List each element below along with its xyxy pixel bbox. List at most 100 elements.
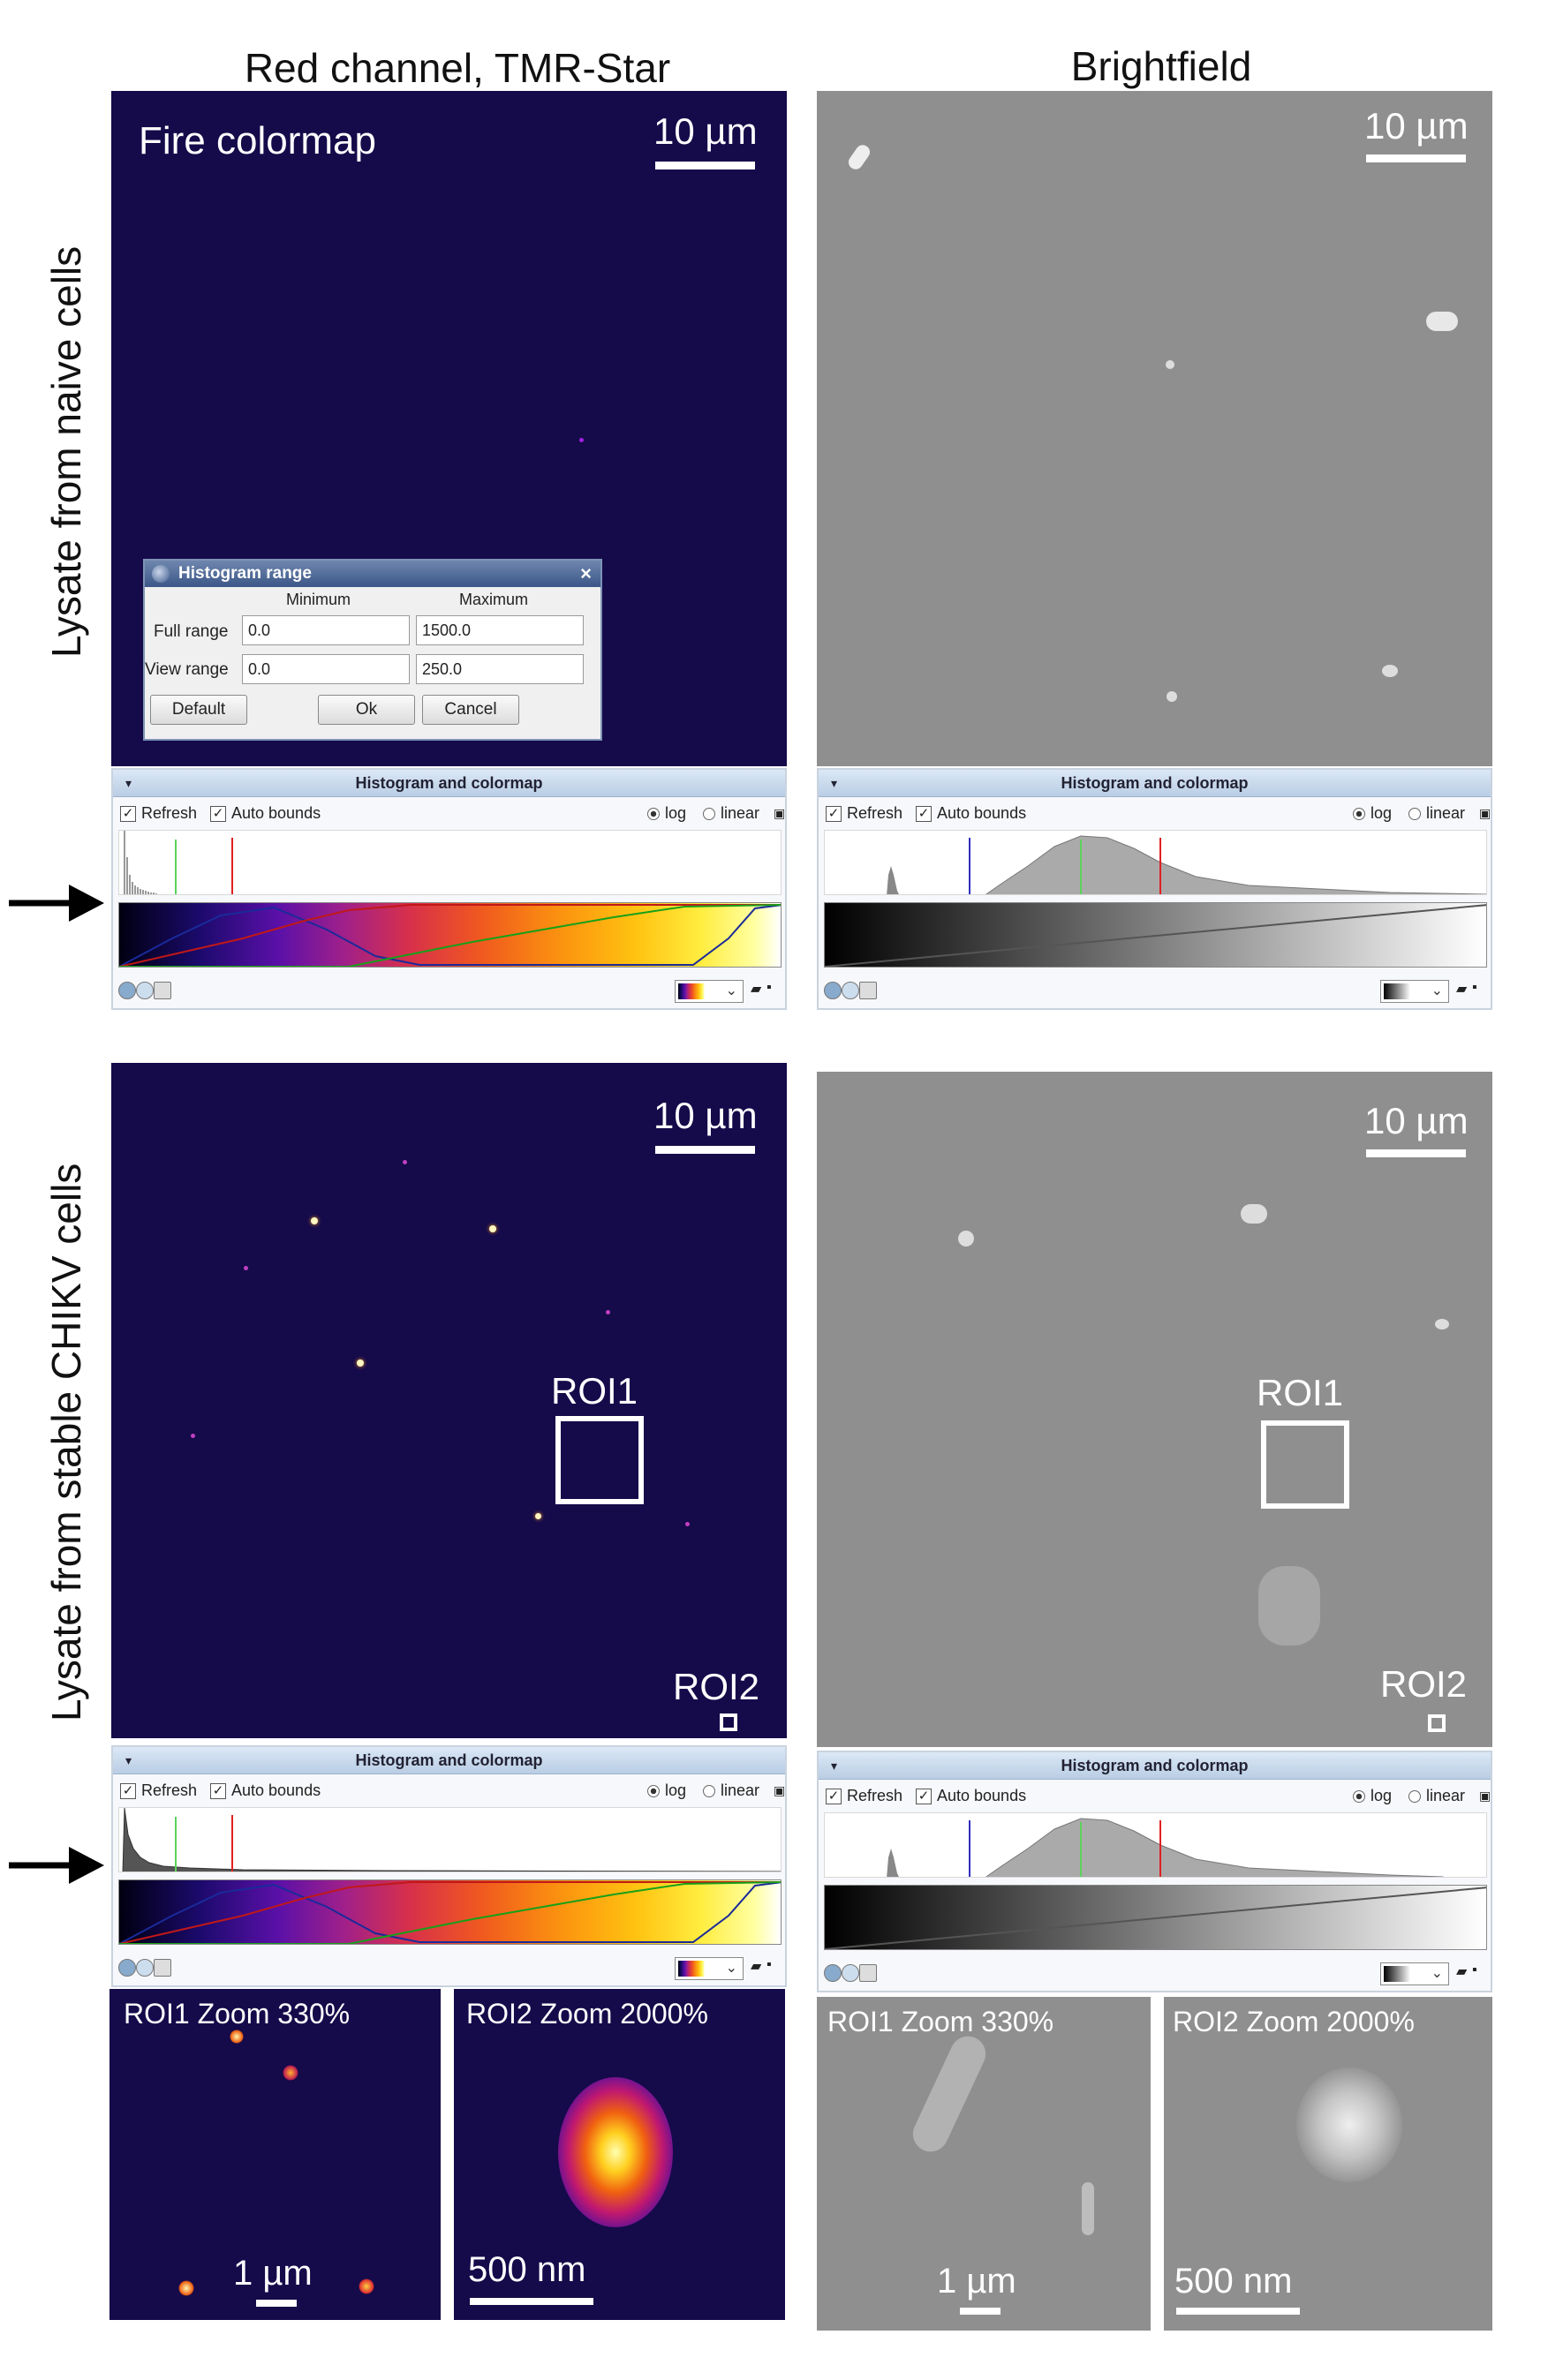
refresh-checkbox[interactable]: ✓ Refresh — [120, 1774, 197, 1806]
view-range-min-input[interactable]: 0.0 — [242, 654, 410, 684]
export-icon[interactable]: ▣ — [774, 806, 786, 820]
export-icon[interactable]: ▣ — [774, 1783, 786, 1797]
scale-bar-label: 10 µm — [1364, 1100, 1469, 1141]
panel-header[interactable]: ▾ Histogram and colormap — [113, 770, 785, 797]
histogram-plot[interactable] — [118, 1807, 782, 1872]
log-radio[interactable]: log — [1353, 1780, 1392, 1811]
roi2-box[interactable] — [1428, 1714, 1446, 1732]
zoom-panel-bf-roi2[interactable]: ROI2 Zoom 2000% 500 nm — [1164, 1997, 1492, 2331]
view-range-label: View range — [145, 660, 229, 679]
roi2-box[interactable] — [720, 1713, 737, 1731]
save-icon[interactable]: ▪ — [766, 980, 772, 995]
refresh-checkbox[interactable]: ✓ Refresh — [826, 1780, 902, 1811]
colormap-select[interactable]: ⌄ — [675, 1957, 744, 1980]
folder-icon[interactable]: ▰ — [751, 1959, 762, 1974]
collapse-icon[interactable]: ▾ — [125, 776, 132, 790]
grid-icon[interactable] — [859, 1964, 877, 1982]
refresh-checkbox[interactable]: ✓ Refresh — [826, 797, 902, 829]
linear-radio[interactable]: linear — [703, 1774, 759, 1806]
log-radio[interactable]: log — [1353, 797, 1392, 829]
auto-bounds-checkbox[interactable]: ✓ Auto bounds — [210, 797, 321, 829]
ok-button[interactable]: Ok — [318, 695, 415, 725]
histogram-plot[interactable] — [118, 830, 782, 895]
histogram-plot[interactable] — [824, 830, 1487, 895]
grid-icon[interactable] — [154, 982, 171, 999]
zoom-panel-fire-roi1[interactable]: ROI1 Zoom 330% 1 µm — [109, 1989, 441, 2320]
debris — [1296, 2067, 1402, 2182]
fluorescent-spot — [489, 1225, 496, 1232]
roi1-label: ROI1 — [1257, 1372, 1344, 1413]
close-icon[interactable]: × — [580, 562, 592, 584]
export-icon[interactable]: ▣ — [1479, 1789, 1491, 1803]
view-range-max-input[interactable]: 250.0 — [416, 654, 584, 684]
linear-radio[interactable]: linear — [1408, 1780, 1465, 1811]
reset-icon[interactable] — [842, 1964, 859, 1982]
reset-icon[interactable] — [842, 982, 859, 999]
panel-header[interactable]: ▾ Histogram and colormap — [819, 1752, 1491, 1780]
color-picker-icon[interactable] — [824, 1964, 842, 1982]
linear-radio[interactable]: linear — [1408, 797, 1465, 829]
save-icon[interactable]: ▪ — [766, 1957, 772, 1972]
auto-bounds-checkbox[interactable]: ✓ Auto bounds — [210, 1774, 321, 1806]
refresh-label: Refresh — [847, 804, 903, 822]
collapse-icon[interactable]: ▾ — [831, 776, 838, 790]
full-range-min-input[interactable]: 0.0 — [242, 615, 410, 645]
colormap-select[interactable]: ⌄ — [675, 980, 744, 1003]
export-icon[interactable]: ▣ — [1479, 806, 1491, 820]
auto-bounds-checkbox[interactable]: ✓ Auto bounds — [916, 1780, 1026, 1811]
scale-bar-label: 500 nm — [1174, 2262, 1293, 2301]
folder-icon[interactable]: ▰ — [1456, 982, 1468, 997]
chevron-down-icon: ⌄ — [725, 983, 737, 998]
debris — [1426, 312, 1458, 331]
folder-icon[interactable]: ▰ — [1456, 1964, 1468, 1979]
full-range-max-input[interactable]: 1500.0 — [416, 615, 584, 645]
scale-bar-label: 1 µm — [233, 2254, 313, 2293]
zoom-label: ROI1 Zoom 330% — [124, 1998, 351, 2030]
maximum-header: Maximum — [459, 591, 529, 608]
brightfield-image-naive[interactable]: 10 µm — [817, 91, 1492, 766]
scale-bar — [256, 2300, 297, 2307]
zoom-panel-fire-roi2[interactable]: ROI2 Zoom 2000% 500 nm — [454, 1989, 785, 2320]
default-button[interactable]: Default — [150, 695, 247, 725]
roi1-box[interactable] — [1261, 1420, 1349, 1509]
histogram-panel-fire-naive: ▾ Histogram and colormap ✓ Refresh ✓ Auto … — [111, 768, 787, 1010]
scale-bar — [655, 1146, 755, 1154]
fire-image-chikv[interactable]: 10 µm ROI1 ROI2 — [111, 1063, 787, 1738]
colormap-editor[interactable] — [118, 1879, 782, 1945]
colormap-editor[interactable] — [824, 1885, 1487, 1950]
fluorescent-spot — [606, 1310, 610, 1314]
scale-bar — [1176, 2308, 1300, 2315]
grid-icon[interactable] — [154, 1959, 171, 1977]
color-picker-icon[interactable] — [824, 982, 842, 999]
reset-icon[interactable] — [136, 1959, 154, 1977]
linear-radio[interactable]: linear — [703, 797, 759, 829]
auto-bounds-checkbox[interactable]: ✓ Auto bounds — [916, 797, 1026, 829]
colormap-select[interactable]: ⌄ — [1380, 1962, 1449, 1985]
brightfield-image-chikv[interactable]: 10 µm ROI1 ROI2 — [817, 1072, 1492, 1747]
refresh-checkbox[interactable]: ✓ Refresh — [120, 797, 197, 829]
colormap-editor[interactable] — [824, 902, 1487, 968]
save-icon[interactable]: ▪ — [1472, 1962, 1477, 1977]
histogram-plot[interactable] — [824, 1812, 1487, 1878]
folder-icon[interactable]: ▰ — [751, 982, 762, 997]
log-radio[interactable]: log — [647, 1774, 686, 1806]
roi1-box[interactable] — [555, 1416, 644, 1504]
collapse-icon[interactable]: ▾ — [831, 1759, 838, 1773]
log-radio[interactable]: log — [647, 797, 686, 829]
color-picker-icon[interactable] — [118, 1959, 136, 1977]
column-title-brightfield: Brightfield — [1070, 43, 1252, 89]
histogram-range-dialog: Histogram range × Minimum Maximum Full r… — [143, 559, 602, 741]
color-picker-icon[interactable] — [118, 982, 136, 999]
panel-header[interactable]: ▾ Histogram and colormap — [819, 770, 1491, 797]
grid-icon[interactable] — [859, 982, 877, 999]
panel-header[interactable]: ▾ Histogram and colormap — [113, 1747, 785, 1774]
fire-image-naive[interactable]: Fire colormap 10 µm Histogram range × Mi… — [111, 91, 787, 766]
zoom-panel-bf-roi1[interactable]: ROI1 Zoom 330% 1 µm — [817, 1997, 1151, 2331]
save-icon[interactable]: ▪ — [1472, 980, 1477, 995]
colormap-editor[interactable] — [118, 902, 782, 968]
fluorescent-spot — [178, 2280, 194, 2296]
colormap-select[interactable]: ⌄ — [1380, 980, 1449, 1003]
cancel-button[interactable]: Cancel — [422, 695, 519, 725]
collapse-icon[interactable]: ▾ — [125, 1753, 132, 1767]
reset-icon[interactable] — [136, 982, 154, 999]
